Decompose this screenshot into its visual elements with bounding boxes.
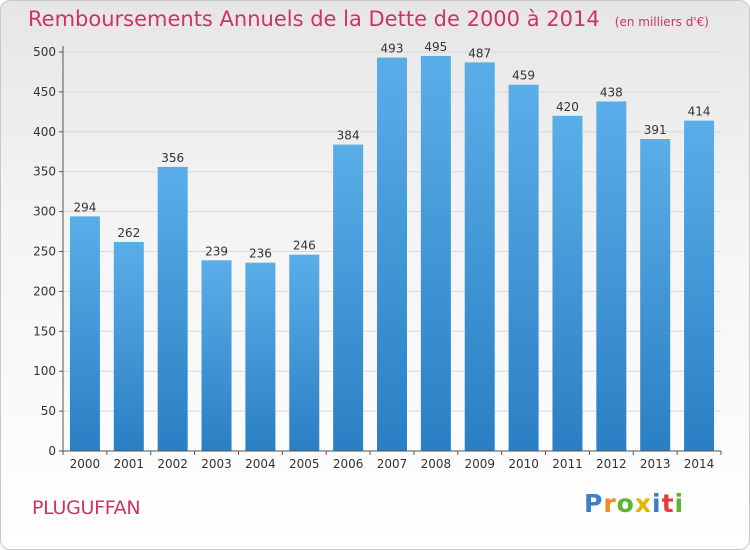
bar-2006	[333, 144, 364, 451]
x-tick-label: 2005	[289, 457, 320, 471]
value-label: 384	[337, 129, 360, 143]
bar-2012	[596, 101, 627, 451]
logo-letter: o	[616, 489, 635, 518]
x-tick-label: 2001	[114, 457, 145, 471]
x-tick-label: 2003	[201, 457, 232, 471]
value-label: 487	[468, 46, 491, 60]
chart-title-text: Remboursements Annuels de la Dette de 20…	[28, 7, 600, 31]
axis-layer: 0 50 100 150 200 250 300 350 400 450 500 2000 2001 20…	[33, 45, 722, 471]
bar-2005	[289, 254, 320, 451]
bar-2001	[113, 241, 144, 451]
value-label: 391	[644, 123, 667, 137]
x-tick-label: 2010	[508, 457, 539, 471]
logo-letter: i	[674, 489, 685, 518]
bar-2009	[464, 62, 495, 452]
x-tick-label: 2006	[333, 457, 364, 471]
value-label: 495	[424, 40, 447, 54]
y-tick-label: 350	[33, 165, 56, 179]
value-label: 239	[205, 244, 228, 258]
bar-2004	[245, 262, 276, 451]
proxiti-logo: Proxiti	[584, 489, 684, 518]
x-tick-label: 2012	[596, 457, 627, 471]
bar-2011	[552, 115, 583, 451]
x-tick-label: 2011	[552, 457, 583, 471]
value-label: 262	[117, 226, 140, 240]
logo-letter: i	[652, 489, 662, 518]
logo-letter: t	[661, 489, 675, 518]
x-tick-label: 2009	[464, 457, 495, 471]
bar-2007	[377, 57, 407, 451]
x-tick-label: 2004	[245, 457, 276, 471]
x-tick-label: 2008	[421, 457, 452, 471]
y-tick-label: 50	[41, 404, 56, 418]
value-label: 493	[381, 42, 404, 56]
chart-title: Remboursements Annuels de la Dette de 20…	[28, 7, 709, 31]
value-label: 236	[249, 247, 272, 261]
bar-2003	[201, 260, 232, 451]
y-tick-label: 200	[33, 284, 56, 298]
y-tick-label: 400	[33, 125, 56, 139]
value-label: 420	[556, 100, 579, 114]
value-label: 438	[600, 85, 623, 99]
value-label: 294	[73, 200, 96, 214]
y-tick-label: 100	[33, 364, 56, 378]
y-tick-label: 0	[48, 444, 56, 458]
value-label: 414	[688, 105, 711, 119]
logo-letter: r	[603, 489, 617, 518]
value-label: 356	[161, 151, 184, 165]
bar-2014	[684, 120, 715, 452]
value-label: 246	[293, 239, 316, 253]
y-tick-label: 300	[33, 205, 56, 219]
value-label: 459	[512, 69, 535, 83]
y-tick-label: 150	[33, 324, 56, 338]
bar-2010	[508, 84, 539, 451]
bar-2008	[420, 55, 451, 452]
y-tick-label: 250	[33, 245, 56, 259]
chart-unit-note: (en milliers d'€)	[614, 15, 709, 29]
x-tick-label: 2002	[157, 457, 188, 471]
x-tick-label: 2013	[640, 457, 671, 471]
bar-2013	[640, 138, 671, 451]
logo-letter: x	[634, 489, 652, 518]
x-tick-label: 2000	[70, 457, 101, 471]
y-tick-label: 500	[33, 45, 56, 59]
x-tick-label: 2007	[377, 457, 408, 471]
bar-layer: 294 262 356 239 236 246 384 493 495 487 459 420 438 3…	[69, 40, 715, 452]
bar-2000	[69, 216, 100, 451]
x-tick-label: 2014	[684, 457, 715, 471]
bar-2002	[157, 166, 188, 452]
logo-letter: P	[584, 489, 604, 518]
commune-name: PLUGUFFAN	[32, 497, 141, 519]
y-tick-label: 450	[33, 85, 56, 99]
